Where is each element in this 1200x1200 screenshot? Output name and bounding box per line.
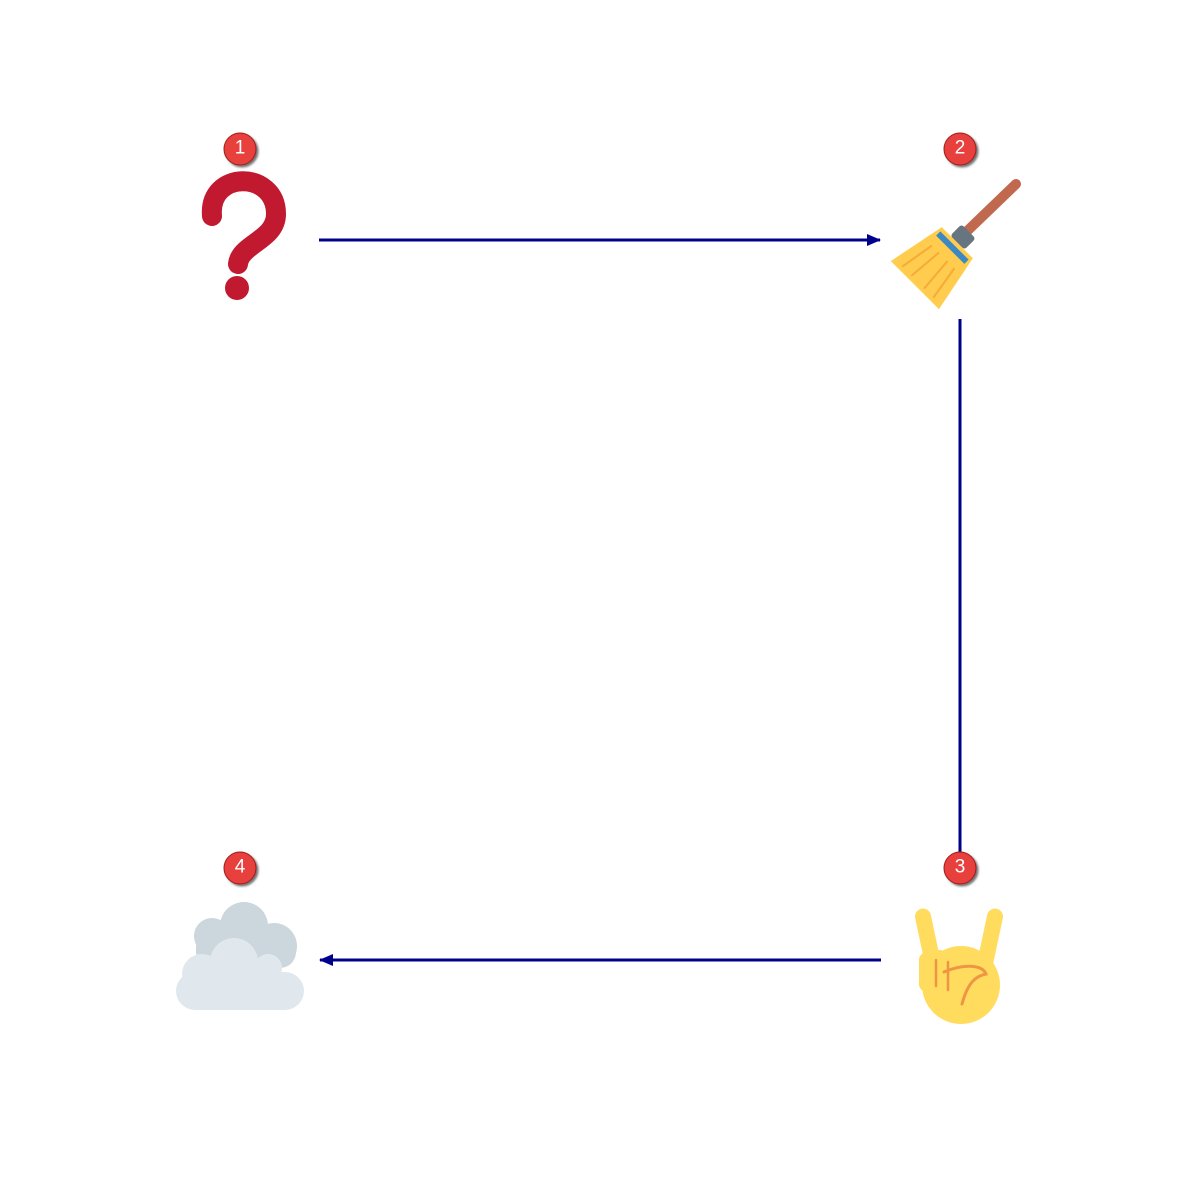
node-3-badge-label: 3 xyxy=(955,857,966,878)
node-4: 4 xyxy=(176,851,304,1010)
node-1-badge-label: 1 xyxy=(235,138,246,159)
node-1-badge xyxy=(223,132,257,166)
node-4-badge-label: 4 xyxy=(235,857,246,878)
victory-hand-icon xyxy=(915,908,1003,1024)
node-2: 2 xyxy=(890,132,1021,310)
node-2-badge-label: 2 xyxy=(955,138,966,159)
node-2-badge xyxy=(943,132,977,166)
node-3-badge xyxy=(943,851,977,885)
node-3: 3 xyxy=(915,851,1003,1024)
broom-icon xyxy=(890,179,1021,310)
question-mark-icon xyxy=(201,171,286,300)
node-1: 1 xyxy=(201,132,286,300)
cloud-icon xyxy=(176,902,304,1010)
node-4-badge xyxy=(223,851,257,885)
